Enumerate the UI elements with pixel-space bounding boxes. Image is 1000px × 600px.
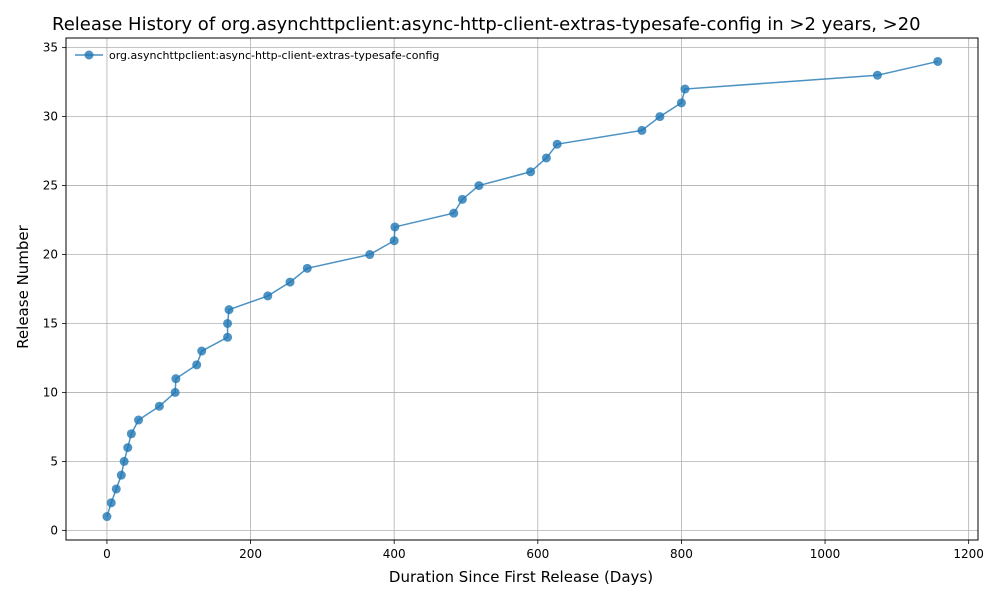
data-point (457, 194, 467, 204)
data-point (126, 429, 136, 439)
data-point (390, 222, 400, 232)
x-tick-label: 800 (670, 547, 693, 561)
plot-frame (65, 37, 979, 541)
data-point (119, 456, 129, 466)
y-tick-label: 15 (43, 316, 58, 330)
x-axis-ticks: 0 200 400 600 800 1000 1200 (103, 540, 984, 561)
chart-title: Release History of org.asynchttpclient:a… (52, 14, 921, 35)
data-point (302, 263, 312, 273)
data-point (223, 332, 233, 342)
x-axis-label: Duration Since First Release (Days) (389, 568, 653, 586)
data-point (676, 98, 686, 108)
data-point (123, 443, 133, 453)
grid (66, 38, 978, 540)
x-tick-label: 1200 (953, 547, 984, 561)
legend: org.asynchttpclient:async-http-client-ex… (75, 49, 439, 62)
data-point (170, 387, 180, 397)
data-point (197, 346, 207, 356)
data-point (365, 250, 375, 260)
data-point (106, 498, 116, 508)
series-points-group (102, 56, 943, 522)
data-point (474, 181, 484, 191)
data-point (224, 305, 234, 315)
data-point (552, 139, 562, 149)
data-point (933, 56, 943, 66)
y-axis-ticks: 0 5 10 15 20 25 30 35 (43, 41, 66, 537)
data-point (449, 208, 459, 218)
data-point (541, 153, 551, 163)
data-point (102, 512, 112, 522)
data-point (526, 167, 536, 177)
y-tick-label: 20 (43, 248, 58, 262)
data-point (263, 291, 273, 301)
data-point (223, 318, 233, 328)
data-point (171, 374, 181, 384)
data-point (111, 484, 121, 494)
data-point (637, 125, 647, 135)
x-tick-label: 200 (239, 547, 262, 561)
x-tick-label: 400 (383, 547, 406, 561)
x-tick-label: 600 (526, 547, 549, 561)
data-point (655, 112, 665, 122)
data-point (116, 470, 126, 480)
series-line (106, 60, 938, 517)
y-tick-label: 25 (43, 179, 58, 193)
data-point (872, 70, 882, 80)
y-tick-label: 0 (50, 523, 58, 537)
data-point (154, 401, 164, 411)
y-tick-label: 5 (50, 454, 58, 468)
y-tick-label: 35 (43, 41, 58, 55)
x-tick-label: 1000 (810, 547, 841, 561)
series-line-group (106, 60, 938, 517)
x-tick-label: 0 (103, 547, 111, 561)
data-point (389, 236, 399, 246)
legend-label: org.asynchttpclient:async-http-client-ex… (109, 49, 439, 62)
y-tick-label: 10 (43, 385, 58, 399)
y-tick-label: 30 (43, 110, 58, 124)
y-axis-label: Release Number (14, 224, 32, 348)
data-point (192, 360, 202, 370)
data-point (134, 415, 144, 425)
data-point (285, 277, 295, 287)
legend-marker-swatch (84, 50, 94, 60)
data-point (680, 84, 690, 94)
